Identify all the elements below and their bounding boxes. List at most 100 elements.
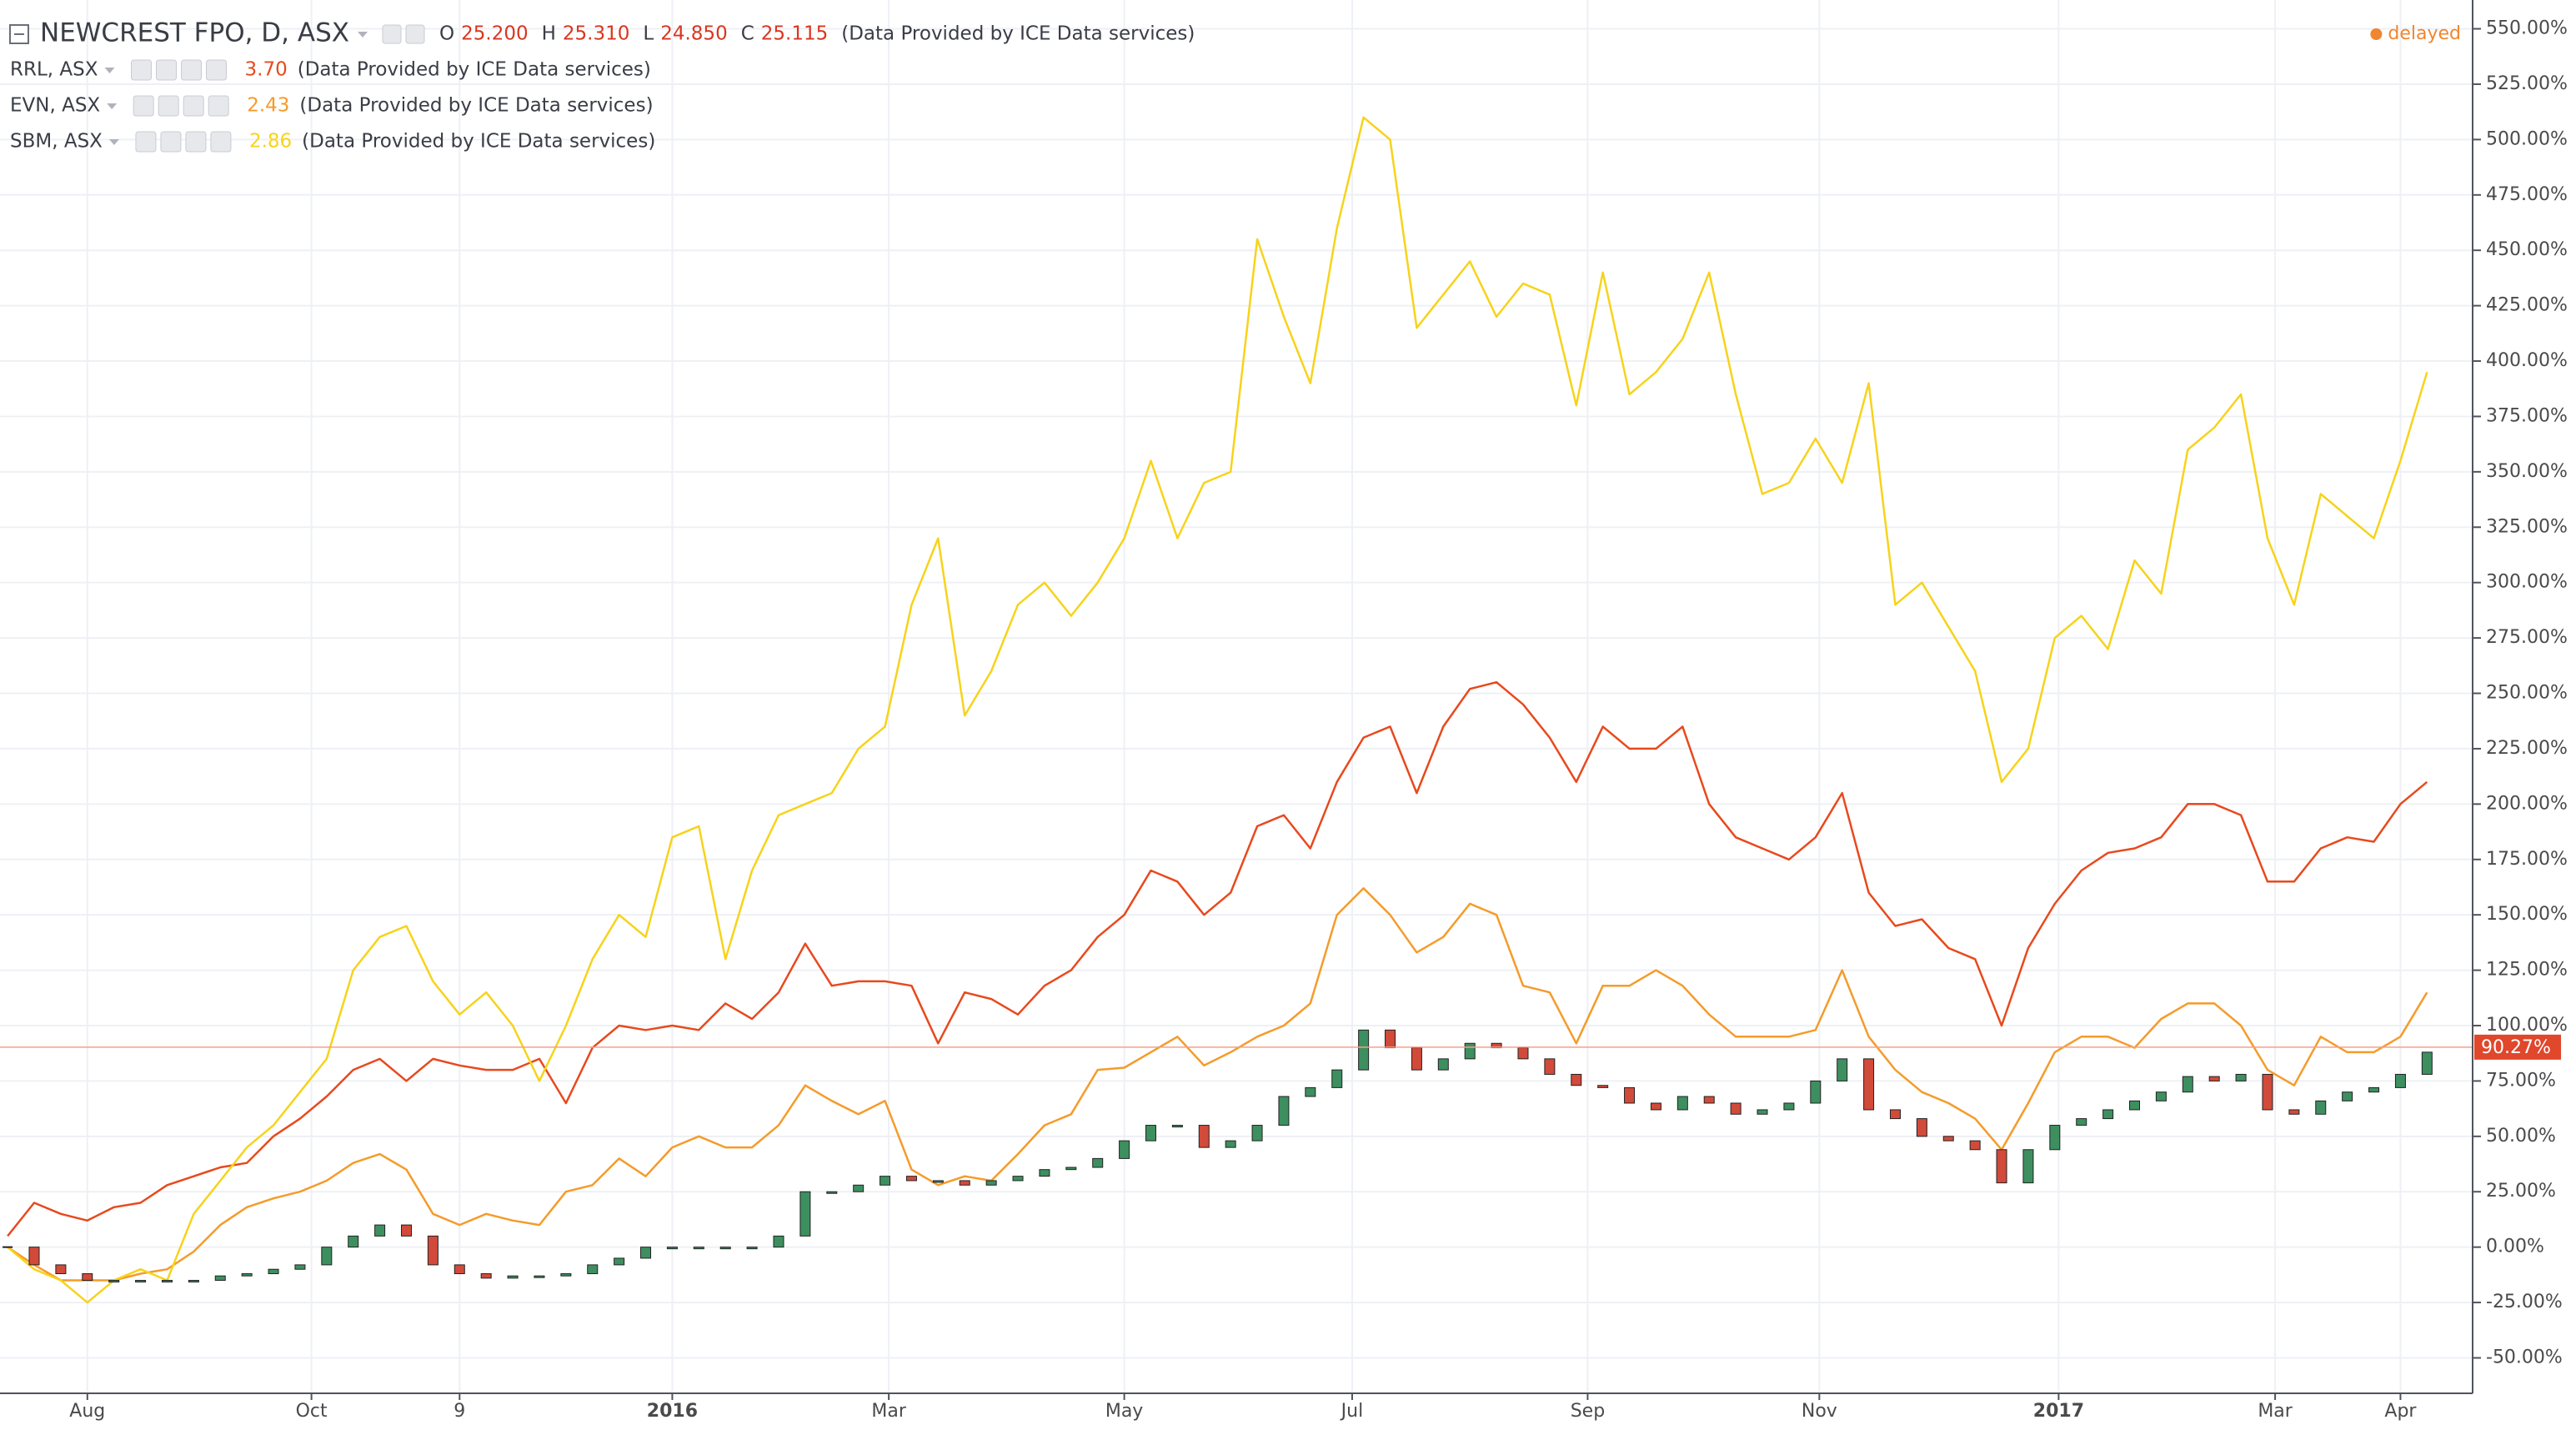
candle [2394,1073,2406,1088]
x-tick-label: Aug [69,1401,105,1422]
legend-icon[interactable] [185,131,207,153]
y-tick-label: 375.00% [2486,405,2568,426]
series-line [7,887,2428,1282]
dropdown-caret[interactable] [107,103,118,109]
dropdown-caret[interactable] [108,139,119,145]
candle [1358,1029,1370,1071]
candle [2076,1118,2087,1126]
y-tick-label: 0.00% [2486,1237,2544,1257]
x-tick-label: Jul [1340,1401,1364,1422]
legend-icon[interactable] [131,59,152,81]
legend-icon[interactable] [405,24,425,44]
plot [0,116,2473,1304]
legend-icon[interactable] [183,95,204,117]
candle [1171,1125,1183,1128]
y-tick-label: 125.00% [2486,960,2568,981]
legend-icon[interactable] [382,24,402,44]
legend-icon[interactable] [181,59,202,81]
candle [454,1264,465,1275]
candle [55,1264,67,1275]
candle [614,1257,625,1266]
y-tick-label: 525.00% [2486,73,2568,94]
candle [1119,1140,1130,1159]
candle [2182,1076,2193,1093]
candle [1757,1109,1768,1115]
candle [746,1247,758,1250]
legend-source: (Data Provided by ICE Data services) [841,23,1195,45]
candle [2129,1100,2141,1111]
legend-icon[interactable] [133,95,154,117]
candle [427,1235,439,1266]
candle [507,1275,519,1279]
x-tick-label: 2016 [647,1401,698,1422]
candle [1571,1073,1582,1086]
y-tick-label: -25.00% [2486,1292,2563,1312]
y-tick-label: 475.00% [2486,184,2568,205]
dropdown-caret[interactable] [104,68,115,73]
candle [1092,1157,1104,1168]
legend-icon[interactable] [160,131,182,153]
candle [1863,1058,1875,1111]
legend-icon[interactable] [156,59,177,81]
candle [560,1273,572,1277]
candle [321,1247,333,1266]
candle [1517,1047,1529,1060]
legend-icon[interactable] [208,95,229,117]
candle [587,1264,599,1275]
candle [2102,1109,2114,1120]
candle [799,1191,811,1237]
y-tick-label: 25.00% [2486,1181,2556,1202]
x-tick-label: Nov [1802,1401,1837,1422]
legend-name: EVN, ASX [10,95,100,117]
candle [1385,1029,1396,1049]
candle [1305,1086,1316,1097]
candle [3,1246,13,1248]
candle [773,1235,784,1248]
y-tick-label: 300.00% [2486,572,2568,593]
candle [1198,1125,1210,1148]
candle [1597,1085,1609,1088]
candle [1810,1080,1822,1104]
legend-icon[interactable] [135,131,157,153]
candle [188,1280,199,1283]
candle [534,1275,545,1278]
y-tick-label: 75.00% [2486,1070,2556,1091]
candle [1650,1102,1661,1111]
candle [693,1247,704,1250]
legend-icon[interactable] [206,59,227,81]
legend-icon[interactable] [158,95,179,117]
legend-icon[interactable] [210,131,232,153]
candle [1676,1096,1688,1111]
candle [1783,1102,1795,1111]
ohlc-label: H [542,23,556,45]
candle [108,1280,120,1283]
x-tick-label: Apr [2384,1401,2417,1422]
candle [1145,1125,1156,1141]
legend-name: RRL, ASX [10,59,98,81]
candle [294,1264,306,1270]
x-tick-label: 9 [454,1401,465,1422]
series-line [7,680,2428,1237]
candle [1916,1118,1927,1137]
y-tick-label: 350.00% [2486,461,2568,482]
y-tick-label: 500.00% [2486,128,2568,149]
legend-title: NEWCREST FPO, D, ASX [40,18,349,48]
dropdown-caret[interactable] [358,32,368,38]
y-tick-label: 250.00% [2486,683,2568,704]
last-value-label: 90.27% [2481,1037,2551,1058]
y-tick-label: 550.00% [2486,18,2568,39]
candle [348,1235,359,1248]
candle [1942,1136,1954,1141]
x-tick-label: 2017 [2033,1401,2084,1422]
legend-source: (Data Provided by ICE Data services) [299,95,653,117]
candle [666,1247,678,1250]
series-line [7,116,2428,1304]
candle [28,1247,40,1266]
candle [2262,1073,2273,1111]
y-tick-label: 150.00% [2486,904,2568,925]
candle [880,1176,891,1186]
candle [1331,1069,1343,1088]
candle [135,1280,147,1283]
